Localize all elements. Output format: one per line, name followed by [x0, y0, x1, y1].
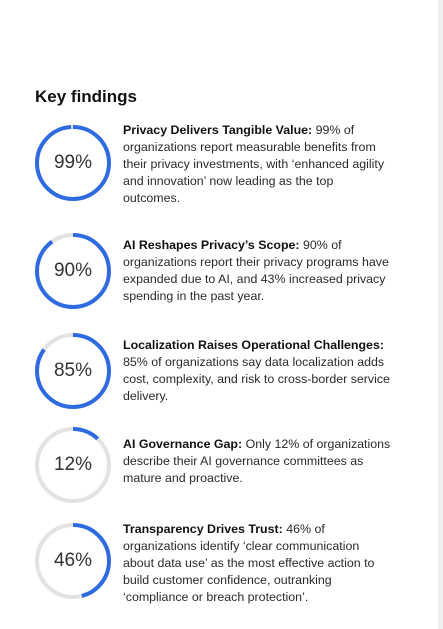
percent-label: 12%: [53, 454, 93, 475]
ring-fill: [35, 233, 111, 309]
finding-title: AI Reshapes Privacy’s Scope:: [123, 238, 300, 252]
finding-text: Transparency Drives Trust: 46% of organi…: [123, 521, 393, 606]
ring-fill: [35, 427, 111, 503]
percent-label: 46%: [53, 550, 93, 571]
finding-text: Localization Raises Operational Challeng…: [123, 337, 393, 405]
progress-ring-graphic: [35, 333, 111, 409]
progress-ring: 12%: [34, 426, 112, 504]
finding-title: Privacy Delivers Tangible Value:: [123, 123, 313, 137]
progress-ring: 90%: [34, 232, 112, 310]
ring-fill: [35, 523, 111, 599]
percent-label: 90%: [53, 260, 93, 281]
finding-title: AI Governance Gap:: [123, 437, 243, 451]
ring-fill: [35, 333, 111, 409]
percent-label: 85%: [53, 360, 93, 381]
finding-body: 46% of organizations identify ‘clear com…: [123, 522, 375, 604]
progress-ring-graphic: [35, 523, 111, 599]
finding-title: Transparency Drives Trust:: [123, 522, 283, 536]
finding-body: 90% of organizations report their privac…: [123, 238, 389, 303]
progress-ring: 85%: [34, 332, 112, 410]
progress-ring: 46%: [34, 522, 112, 600]
finding-body: 99% of organizations report measurable b…: [123, 123, 385, 205]
finding-title: Localization Raises Operational Challeng…: [123, 338, 384, 352]
finding-text: Privacy Delivers Tangible Value: 99% of …: [123, 122, 393, 207]
progress-ring: 99%: [34, 124, 112, 202]
ring-fill: [35, 125, 111, 201]
progress-ring-graphic: [35, 233, 111, 309]
percent-label: 99%: [53, 152, 93, 173]
finding-text: AI Governance Gap: Only 12% of organizat…: [123, 436, 393, 487]
section-heading: Key findings: [35, 87, 138, 106]
scrollbar-edge: [438, 0, 443, 629]
finding-body: 85% of organizations say data localizati…: [123, 355, 390, 403]
progress-ring-graphic: [35, 125, 111, 201]
finding-text: AI Reshapes Privacy’s Scope: 90% of orga…: [123, 237, 393, 305]
progress-ring-graphic: [35, 427, 111, 503]
finding-body: Only 12% of organizations describe their…: [123, 437, 391, 485]
